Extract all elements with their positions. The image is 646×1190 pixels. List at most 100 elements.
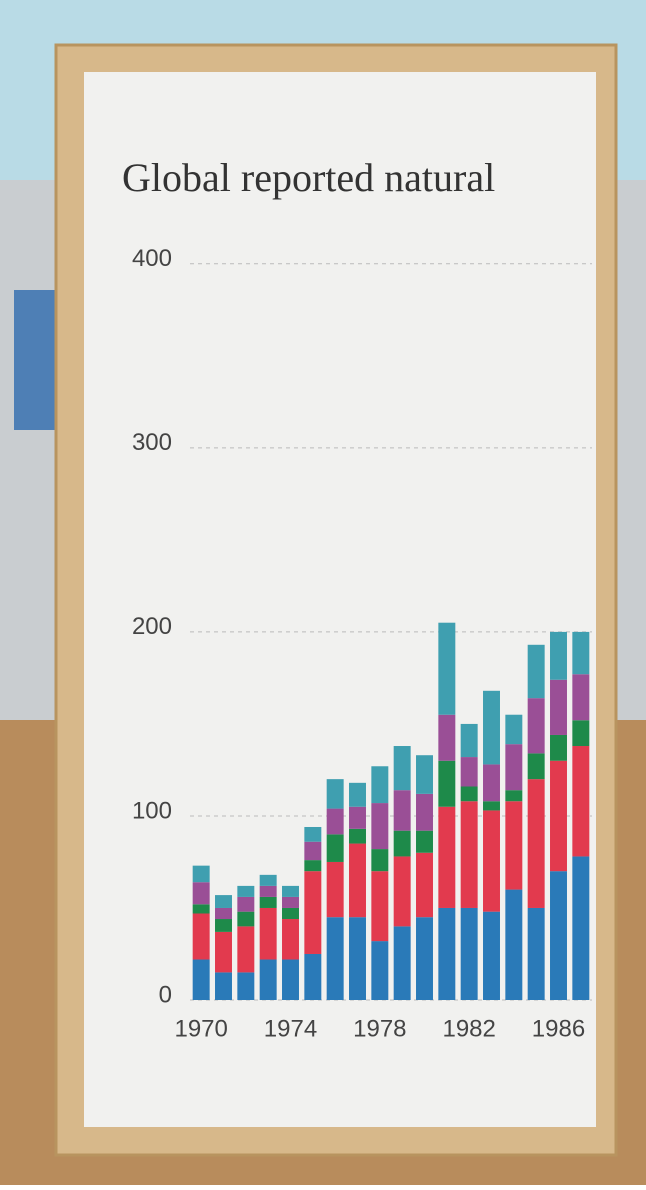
- bar-segment: [304, 860, 322, 872]
- bar-segment: [483, 764, 500, 802]
- bar-segment: [326, 808, 344, 835]
- bar-segment: [304, 841, 322, 861]
- bar-segment: [527, 644, 545, 699]
- bar-segment: [192, 913, 210, 960]
- bar-segment: [393, 746, 411, 791]
- bar-segment: [505, 790, 523, 802]
- chart-title: Global reported natural: [122, 155, 495, 200]
- y-tick-label: 400: [132, 245, 172, 272]
- bar-segment: [349, 806, 366, 829]
- bar-segment: [505, 889, 523, 1000]
- bar-segment: [483, 810, 500, 912]
- x-tick-label: 1970: [174, 1015, 227, 1042]
- bar-segment: [527, 779, 545, 908]
- bar-segment: [572, 720, 590, 747]
- bar-segment: [416, 793, 433, 831]
- bar-segment: [326, 834, 344, 862]
- bar-segment: [371, 849, 389, 872]
- bar-segment: [416, 830, 433, 853]
- bar-segment: [371, 871, 389, 942]
- bar-segment: [349, 843, 366, 918]
- x-tick-label: 1974: [264, 1015, 317, 1042]
- bar-segment: [192, 882, 210, 905]
- bar-segment: [572, 674, 590, 721]
- bar-segment: [393, 790, 411, 831]
- bar-segment: [460, 786, 478, 802]
- bar-segment: [438, 806, 456, 908]
- bar-segment: [237, 972, 255, 1000]
- bar-segment: [282, 885, 299, 897]
- bar-segment: [505, 801, 523, 890]
- bar-segment: [416, 917, 433, 1000]
- bar-segment: [282, 907, 299, 920]
- bar-segment: [572, 631, 590, 675]
- bar-segment: [237, 911, 255, 927]
- bar-segment: [237, 926, 255, 973]
- bar-segment: [460, 907, 478, 1000]
- bar-segment: [349, 828, 366, 844]
- bar-segment: [282, 896, 299, 908]
- bar-segment: [304, 871, 322, 954]
- bar-segment: [326, 779, 344, 809]
- bar-segment: [483, 911, 500, 1000]
- bar-segment: [259, 874, 277, 886]
- bar-segment: [483, 801, 500, 811]
- bar-segment: [326, 917, 344, 1000]
- y-tick-label: 300: [132, 429, 172, 456]
- bar-segment: [572, 856, 590, 1000]
- bar-segment: [215, 931, 232, 973]
- x-tick-label: 1978: [353, 1015, 406, 1042]
- bar-segment: [505, 744, 523, 791]
- bar-segment: [192, 865, 210, 883]
- bar-segment: [371, 941, 389, 1000]
- bar-segment: [259, 907, 277, 960]
- x-tick-label: 1986: [532, 1015, 585, 1042]
- bar-segment: [550, 734, 567, 761]
- bar-segment: [550, 871, 567, 1000]
- bar-segment: [416, 852, 433, 918]
- bar-segment: [215, 907, 232, 920]
- bar-segment: [393, 856, 411, 927]
- bar-segment: [460, 801, 478, 908]
- bar-segment: [438, 714, 456, 761]
- bar-segment: [393, 830, 411, 857]
- bar-segment: [192, 904, 210, 914]
- bar-segment: [550, 760, 567, 872]
- bar-segment: [215, 895, 232, 908]
- bar-segment: [349, 782, 366, 807]
- bar-segment: [483, 690, 500, 765]
- bar-segment: [416, 755, 433, 794]
- bar-segment: [393, 926, 411, 1000]
- bar-segment: [527, 698, 545, 754]
- bar-segment: [215, 919, 232, 932]
- bar-segment: [237, 896, 255, 912]
- bar-segment: [460, 723, 478, 758]
- bar-segment: [237, 885, 255, 897]
- bar-segment: [304, 953, 322, 1000]
- bar-segment: [550, 679, 567, 735]
- bar-segment: [371, 803, 389, 850]
- bar-segment: [326, 861, 344, 918]
- bar-segment: [438, 907, 456, 1000]
- bar-segment: [438, 760, 456, 807]
- x-tick-label: 1982: [442, 1015, 495, 1042]
- bar-segment: [259, 896, 277, 908]
- bar-segment: [282, 959, 299, 1000]
- bar-segment: [527, 753, 545, 780]
- bar-segment: [349, 917, 366, 1000]
- bar-segment: [304, 826, 322, 842]
- bar-segment: [215, 972, 232, 1000]
- bar-segment: [527, 907, 545, 1000]
- y-tick-label: 100: [132, 797, 172, 824]
- y-tick-label: 0: [159, 981, 172, 1008]
- bar-segment: [259, 885, 277, 897]
- bar-segment: [460, 757, 478, 787]
- bar-segment: [192, 959, 210, 1000]
- bar-segment: [550, 631, 567, 680]
- bar-segment: [572, 746, 590, 857]
- bar-segment: [438, 622, 456, 715]
- y-tick-label: 200: [132, 613, 172, 640]
- bar-segment: [371, 766, 389, 804]
